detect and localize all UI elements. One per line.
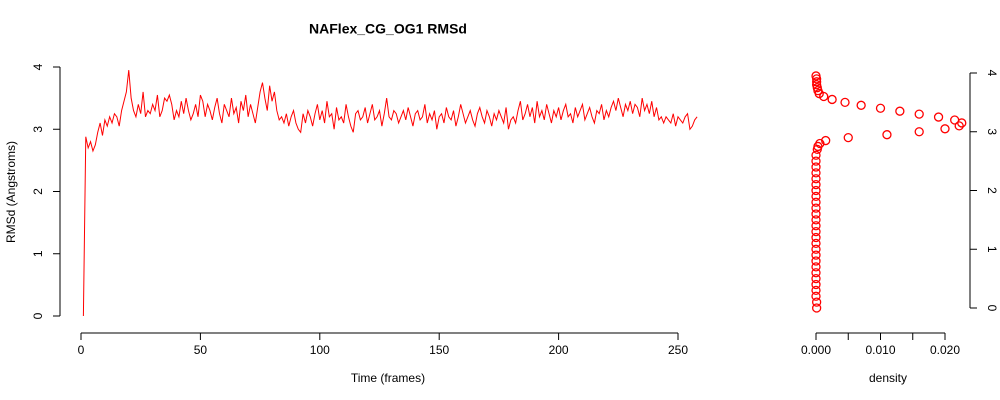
point xyxy=(950,115,960,125)
point xyxy=(811,71,821,81)
point xyxy=(815,138,825,149)
y-tick-label: 3 xyxy=(985,128,999,135)
y-tick-label: 4 xyxy=(985,70,999,77)
x-tick-label: 250 xyxy=(668,343,688,357)
point xyxy=(811,174,821,184)
y-tick-label: 4 xyxy=(31,63,45,70)
y-tick-label: 0 xyxy=(31,312,45,319)
x-tick-label: 0 xyxy=(78,343,85,357)
x-tick-label: 150 xyxy=(429,343,449,357)
y-tick-label: 2 xyxy=(985,187,999,194)
point xyxy=(821,135,831,146)
point xyxy=(811,232,821,243)
point xyxy=(954,121,964,131)
point xyxy=(875,103,886,113)
point xyxy=(811,168,821,178)
point xyxy=(811,203,821,213)
point xyxy=(811,256,821,266)
line xyxy=(82,70,698,317)
point xyxy=(914,127,924,137)
x-axis-label: Time (frames) xyxy=(351,371,425,385)
x-tick-label: 0.010 xyxy=(865,343,895,357)
point xyxy=(840,97,850,108)
point xyxy=(811,238,821,249)
point xyxy=(811,279,821,290)
point xyxy=(811,226,821,237)
point xyxy=(882,130,892,140)
point xyxy=(811,273,821,284)
y-axis-label: RMSd (Angstroms) xyxy=(4,141,18,243)
chart-title: NAFlex_CG_OG1 RMSd xyxy=(309,21,467,37)
point xyxy=(811,191,821,202)
point xyxy=(933,112,944,122)
y-tick-label: 1 xyxy=(985,246,999,253)
point xyxy=(811,250,821,260)
x-tick-label: 0.020 xyxy=(930,343,960,357)
point xyxy=(811,179,821,190)
point xyxy=(811,150,821,160)
y-tick-label: 3 xyxy=(31,126,45,133)
x-tick-label: 100 xyxy=(310,343,330,357)
point xyxy=(856,100,866,110)
x-tick-label: 200 xyxy=(549,343,569,357)
point xyxy=(811,80,822,90)
point xyxy=(940,124,950,134)
point xyxy=(811,215,821,225)
x-axis-label: density xyxy=(869,371,907,385)
point xyxy=(811,291,821,301)
y-tick-label: 0 xyxy=(985,305,999,312)
point xyxy=(914,109,924,119)
point xyxy=(811,156,821,166)
point xyxy=(895,106,905,116)
point xyxy=(811,185,821,196)
point xyxy=(811,221,821,231)
point xyxy=(811,197,821,207)
point xyxy=(811,297,822,307)
point xyxy=(843,132,853,143)
x-tick-label: 50 xyxy=(194,343,208,357)
point xyxy=(811,303,822,313)
point xyxy=(811,268,821,278)
point xyxy=(811,162,821,172)
point xyxy=(811,262,821,272)
point xyxy=(811,285,821,296)
point xyxy=(811,209,821,219)
point xyxy=(827,94,837,105)
point xyxy=(811,77,822,87)
y-tick-label: 2 xyxy=(31,188,45,195)
x-tick-label: 0.000 xyxy=(801,343,831,357)
point xyxy=(811,244,821,254)
y-tick-label: 1 xyxy=(31,250,45,257)
